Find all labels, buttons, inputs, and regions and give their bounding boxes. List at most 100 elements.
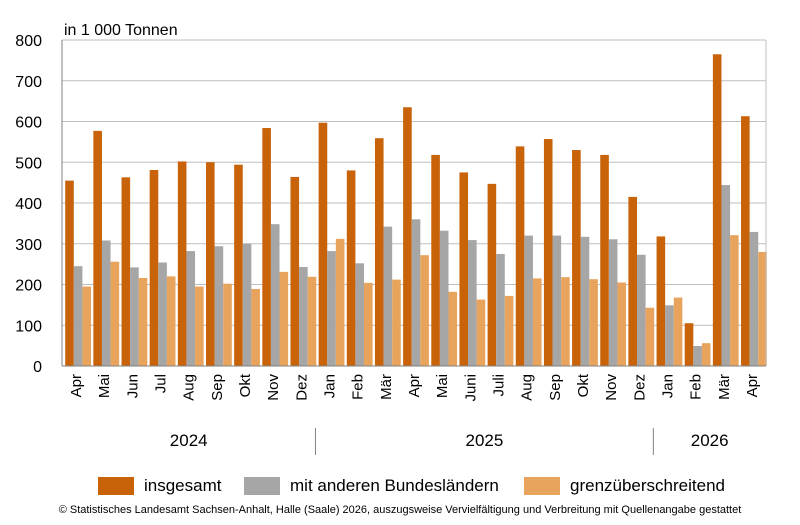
x-tick-label: Nov xyxy=(603,374,620,401)
bar-grenzueberschreitend xyxy=(589,279,598,366)
bar-grenzueberschreitend xyxy=(251,288,260,366)
bar-grenzueberschreitend xyxy=(673,297,683,366)
bar-insgesamt xyxy=(487,183,497,366)
bar-insgesamt xyxy=(656,236,666,366)
y-tick-label: 100 xyxy=(15,318,42,335)
bar-insgesamt xyxy=(93,130,102,366)
x-tick-label: Apr xyxy=(406,374,423,397)
x-tick-label: Dez xyxy=(293,374,310,401)
legend-swatch xyxy=(98,477,134,495)
bar-insgesamt xyxy=(459,172,469,366)
bar-insgesamt xyxy=(177,161,187,366)
bar-grenzueberschreitend xyxy=(448,291,458,366)
x-tick-label: Mai xyxy=(96,374,113,398)
bar-bundeslaender xyxy=(242,243,252,366)
x-tick-label: Jun xyxy=(124,374,141,398)
bar-grenzueberschreitend xyxy=(645,307,655,366)
bar-insgesamt xyxy=(741,116,750,366)
x-tick-label: Juli xyxy=(490,374,507,397)
x-tick-label: Juni xyxy=(462,374,479,402)
bar-bundeslaender xyxy=(665,305,674,366)
bar-bundeslaender xyxy=(270,224,280,366)
bar-grenzueberschreitend xyxy=(335,238,345,366)
x-tick-label: Okt xyxy=(575,373,592,397)
x-tick-label: Aug xyxy=(519,374,536,401)
bar-grenzueberschreitend xyxy=(701,343,711,366)
bar-bundeslaender xyxy=(327,251,336,366)
bar-insgesamt xyxy=(121,177,131,366)
year-label: 2024 xyxy=(170,431,208,450)
bar-bundeslaender xyxy=(496,253,505,366)
x-tick-label: Sep xyxy=(209,374,226,401)
bar-grenzueberschreitend xyxy=(730,235,739,366)
bar-bundeslaender xyxy=(411,219,421,366)
bar-grenzueberschreitend xyxy=(138,277,148,366)
legend-item-grenzueberschreitend: grenzüberschreitend xyxy=(524,474,725,498)
bar-bundeslaender xyxy=(637,254,646,366)
legend-label: grenzüberschreitend xyxy=(570,476,725,495)
x-tick-label: Dez xyxy=(631,374,648,401)
bar-insgesamt xyxy=(234,164,243,366)
x-tick-label: Sep xyxy=(547,374,564,401)
bar-bundeslaender xyxy=(214,246,224,366)
x-tick-label: Feb xyxy=(688,374,705,400)
bar-insgesamt xyxy=(403,107,412,367)
bar-bundeslaender xyxy=(186,251,196,366)
bars xyxy=(65,54,767,367)
bar-insgesamt xyxy=(543,139,553,366)
bar-bundeslaender xyxy=(383,226,393,366)
bar-insgesamt xyxy=(149,169,159,366)
year-label: 2026 xyxy=(691,431,729,450)
bar-grenzueberschreitend xyxy=(758,251,767,366)
bar-bundeslaender xyxy=(608,239,618,366)
x-tick-label: Mai xyxy=(434,374,451,398)
legend-item-insgesamt: insgesamt xyxy=(98,474,221,498)
y-tick-label: 200 xyxy=(15,278,42,295)
bar-insgesamt xyxy=(684,323,694,366)
x-tick-label: Jul xyxy=(153,374,170,393)
bar-bundeslaender xyxy=(101,240,111,366)
bar-bundeslaender xyxy=(749,231,759,366)
bar-bundeslaender xyxy=(355,263,364,366)
bar-grenzueberschreitend xyxy=(195,286,204,366)
bar-bundeslaender xyxy=(158,262,167,366)
bar-bundeslaender xyxy=(130,267,139,366)
bar-bundeslaender xyxy=(552,235,562,366)
x-tick-label: Apr xyxy=(68,374,85,397)
bar-insgesamt xyxy=(431,154,440,366)
x-tick-label: Feb xyxy=(350,374,367,400)
bar-grenzueberschreitend xyxy=(617,282,627,366)
y-tick-label: 400 xyxy=(15,196,42,213)
y-tick-label: 800 xyxy=(15,33,42,50)
bar-insgesamt xyxy=(374,138,384,366)
bar-insgesamt xyxy=(712,54,722,366)
bar-grenzueberschreitend xyxy=(392,279,401,366)
bar-insgesamt xyxy=(515,146,525,366)
x-tick-label: Jan xyxy=(322,374,339,398)
copyright-footer: © Statistisches Landesamt Sachsen-Anhalt… xyxy=(58,504,742,516)
bar-bundeslaender xyxy=(73,266,83,366)
bar-grenzueberschreitend xyxy=(279,271,289,366)
bar-bundeslaender xyxy=(693,346,702,366)
bar-insgesamt xyxy=(65,180,74,366)
legend: insgesamt mit anderen Bundesländern gren… xyxy=(0,474,800,498)
y-tick-labels: 0 100 200 300 400 500 600 700 800 xyxy=(15,33,42,376)
bar-grenzueberschreitend xyxy=(532,278,542,366)
bar-bundeslaender xyxy=(299,266,308,366)
y-tick-label: 300 xyxy=(15,237,42,254)
bar-grenzueberschreitend xyxy=(223,283,232,366)
bar-bundeslaender xyxy=(468,240,477,366)
y-tick-label: 700 xyxy=(15,74,42,91)
bar-insgesamt xyxy=(262,128,271,366)
bar-insgesamt xyxy=(628,196,637,366)
x-tick-label: Nov xyxy=(265,374,282,401)
y-tick-label: 600 xyxy=(15,115,42,132)
y-tick-label: 0 xyxy=(33,359,42,376)
legend-item-bundeslaender: mit anderen Bundesländern xyxy=(244,474,499,498)
bar-grenzueberschreitend xyxy=(166,276,176,366)
bar-chart: 0 100 200 300 400 500 600 700 800 Apr Mai Jun Jul Au… xyxy=(15,22,767,455)
bar-grenzueberschreitend xyxy=(110,261,120,366)
bar-grenzueberschreitend xyxy=(504,295,514,366)
bar-grenzueberschreitend xyxy=(476,299,486,366)
bar-grenzueberschreitend xyxy=(561,277,570,366)
